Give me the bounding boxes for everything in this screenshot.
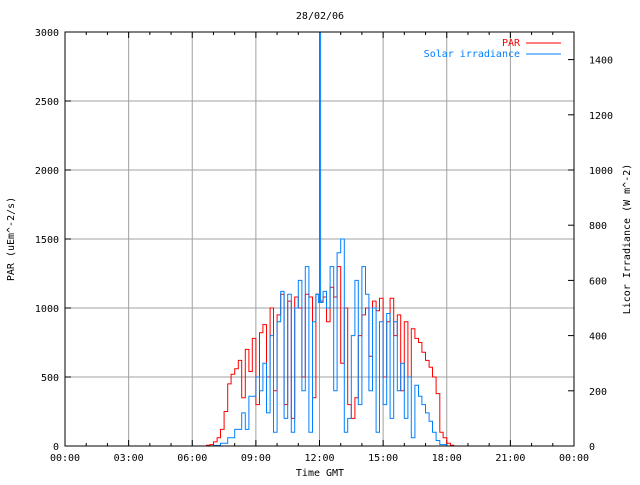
x-tick-label: 06:00 — [177, 453, 207, 464]
chart-title: 28/02/06 — [296, 11, 344, 22]
y-tick-label: 3000 — [35, 28, 59, 39]
x-tick-label: 15:00 — [368, 453, 398, 464]
y2-tick-label: 1200 — [589, 111, 613, 122]
y2-tick-label: 400 — [589, 332, 607, 343]
legend: PAR Solar irradiance — [424, 38, 561, 60]
x-tick-label: 18:00 — [432, 453, 462, 464]
y2-tick-label: 1400 — [589, 56, 613, 67]
series-group — [65, 31, 574, 447]
y2-tick-label: 0 — [589, 442, 595, 453]
y2-tick-label: 1000 — [589, 166, 613, 177]
y-axis-label: PAR (uEm^-2/s) — [6, 197, 17, 281]
ticks: 00:00 03:00 06:00 09:00 12:00 15:00 18:00 21:00… — [35, 28, 613, 464]
series-line-par — [65, 266, 574, 447]
y-tick-label: 2000 — [35, 166, 59, 177]
series-line-solar-irradiance — [65, 31, 574, 447]
x-tick-label: 00:00 — [559, 453, 589, 464]
x-tick-label: 09:00 — [241, 453, 271, 464]
y-tick-label: 0 — [53, 442, 59, 453]
x-tick-label: 21:00 — [495, 453, 525, 464]
x-tick-label: 12:00 — [304, 453, 334, 464]
y2-tick-label: 600 — [589, 276, 607, 287]
x-axis-label: Time GMT — [296, 468, 344, 479]
y-tick-label: 500 — [41, 373, 59, 384]
y2-tick-label: 200 — [589, 387, 607, 398]
plot-frame — [64, 31, 575, 447]
x-tick-label: 00:00 — [50, 453, 80, 464]
y-tick-label: 2500 — [35, 97, 59, 108]
x-tick-label: 03:00 — [114, 453, 144, 464]
y-tick-label: 1500 — [35, 235, 59, 246]
y2-tick-label: 800 — [589, 221, 607, 232]
y-tick-label: 1000 — [35, 304, 59, 315]
y2-axis-label: Licor Irradiance (W m^-2) — [622, 164, 633, 315]
legend-label-par: PAR — [502, 38, 521, 49]
legend-label-solar: Solar irradiance — [424, 49, 520, 60]
